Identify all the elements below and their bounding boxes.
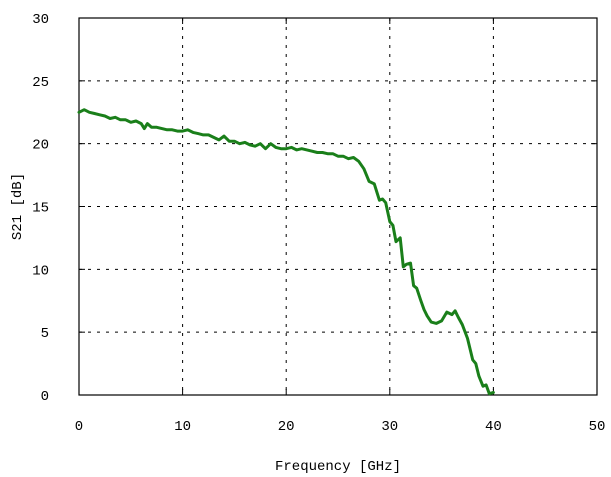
y-tick-label: 15 [32, 201, 49, 217]
x-tick-label: 0 [75, 419, 83, 435]
grid-lines [79, 18, 597, 395]
x-tick-label: 40 [485, 419, 502, 435]
y-tick-label: 5 [41, 326, 49, 342]
y-axis-label: S21 [dB] [10, 173, 26, 240]
plot-frame [78, 17, 598, 396]
x-tick-label: 50 [589, 419, 606, 435]
y-tick-label: 10 [32, 263, 49, 279]
y-tick-label: 30 [32, 12, 49, 28]
y-tick-label: 20 [32, 138, 49, 154]
series-layer [77, 108, 495, 396]
tick-labels: 0 10 20 30 40 50 0 5 10 15 20 25 30 [32, 12, 605, 435]
x-tick-label: 30 [381, 419, 398, 435]
tick-marks [78, 17, 598, 396]
x-axis-label: Frequency [GHz] [275, 459, 401, 475]
y-tick-label: 25 [32, 75, 49, 91]
x-tick-label: 20 [278, 419, 295, 435]
y-tick-label: 0 [41, 389, 49, 405]
series-line-0 [77, 108, 495, 396]
x-tick-label: 10 [174, 419, 191, 435]
